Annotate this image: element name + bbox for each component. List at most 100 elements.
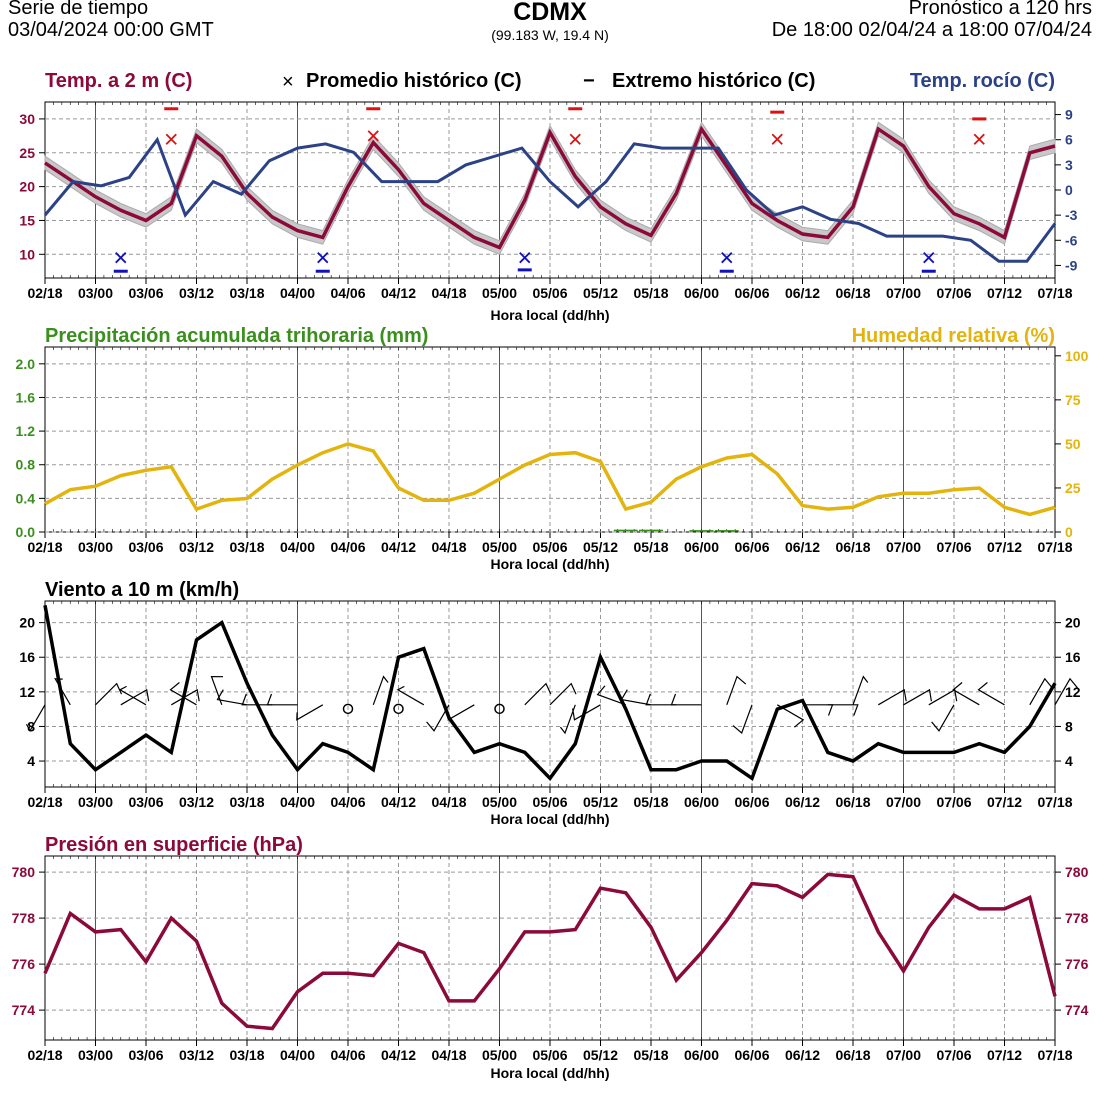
x-tick-label: 07/06 — [936, 285, 971, 301]
x-tick-label: 07/12 — [987, 1047, 1022, 1063]
x-tick-label: 06/06 — [734, 285, 769, 301]
precipitation-title: Precipitación acumulada trihoraria (mm) — [45, 325, 428, 347]
x-tick-label: 06/18 — [835, 794, 870, 810]
x-tick-label: 04/06 — [330, 1047, 365, 1063]
wind-axis-right-tick-label: 4 — [1065, 753, 1073, 769]
x-tick-label: 03/00 — [78, 539, 113, 555]
location-coordinates: (99.183 W, 19.4 N) — [491, 27, 609, 43]
pressure-axis-tick-label: 776 — [12, 956, 36, 972]
x-tick-label: 03/06 — [128, 539, 163, 555]
x-tick-label: 06/06 — [734, 1047, 769, 1063]
pressure-title: Presión en superficie (hPa) — [45, 834, 303, 856]
historical-mean-marker — [317, 252, 329, 264]
humidity-axis-tick-label: 75 — [1065, 392, 1081, 408]
forecast-horizon: Pronóstico a 120 hrs — [908, 0, 1092, 19]
wind-speed-line — [43, 604, 1057, 782]
wind-barb — [447, 704, 475, 721]
wind-barb — [877, 688, 907, 706]
wind-barb — [928, 688, 958, 706]
x-tick-label: 06/12 — [785, 539, 820, 555]
x-tick-label: 07/00 — [886, 1047, 921, 1063]
wind-barb — [396, 685, 425, 706]
pressure-line — [43, 872, 1057, 1031]
x-tick-label: 03/06 — [128, 794, 163, 810]
x-tick-label: 04/00 — [280, 539, 315, 555]
historical-mean-marker — [923, 252, 935, 264]
x-tick-label: 07/00 — [886, 539, 921, 555]
panel-4: 02/18 03/00 03/06 03/12 03/18 04/00 04/06 04/12… — [12, 834, 1089, 1081]
x-tick-label: 04/00 — [280, 1047, 315, 1063]
panel-3: 02/18 03/00 03/06 03/12 03/18 04/00 04/06 04/12… — [19, 579, 1080, 827]
x-tick-label: 06/18 — [835, 285, 870, 301]
x-tick-label: 04/12 — [381, 285, 416, 301]
dewpoint-line — [43, 136, 1057, 263]
precip-axis-tick-label: 1.2 — [16, 423, 36, 439]
panel-2: 02/18 03/00 03/06 03/12 03/18 04/00 04/06 04/12… — [16, 325, 1089, 572]
x-tick-label: 07/06 — [936, 539, 971, 555]
historical-mean-marker — [771, 133, 783, 145]
dewpoint-axis-tick-label: 6 — [1065, 132, 1073, 148]
historical-mean-marker — [569, 133, 581, 145]
x-tick-label: 06/12 — [785, 794, 820, 810]
wind-barb — [559, 704, 576, 735]
historical-mean-marker — [115, 252, 127, 264]
wind-barb — [572, 704, 601, 721]
temperature-title: Temp. a 2 m (C) — [45, 70, 192, 92]
x-tick-label: 07/18 — [1037, 285, 1072, 301]
pressure-axis-right-tick-label: 774 — [1065, 1002, 1089, 1018]
wind-axis-right-tick-label: 12 — [1065, 684, 1081, 700]
wind-barb — [620, 689, 652, 706]
wind-barb — [210, 675, 224, 706]
x-tick-label: 06/00 — [684, 1047, 719, 1063]
wind-barb-calm — [342, 703, 354, 715]
x-tick-label: 03/00 — [78, 285, 113, 301]
precip-axis-tick-label: 0.8 — [16, 457, 36, 473]
precip-axis-tick-label: 0.0 — [16, 524, 36, 540]
x-tick-label: 05/12 — [583, 1047, 618, 1063]
location-title: CDMX — [513, 0, 587, 26]
x-tick-label: 07/12 — [987, 794, 1022, 810]
x-tick-label: 03/06 — [128, 1047, 163, 1063]
x-tick-label: 06/12 — [785, 285, 820, 301]
wind-barb — [25, 704, 46, 733]
legend-mean-symbol: × — [282, 71, 294, 93]
x-tick-label: 05/06 — [532, 794, 567, 810]
x-tick-label: 06/00 — [684, 285, 719, 301]
x-tick-label: 02/18 — [27, 1047, 62, 1063]
wind-barb — [372, 675, 389, 706]
x-tick-label: 06/06 — [734, 539, 769, 555]
x-tick-label: 04/12 — [381, 1047, 416, 1063]
historical-mean-marker — [519, 252, 531, 264]
x-tick-label: 03/00 — [78, 1047, 113, 1063]
forecast-range: De 18:00 02/04/24 a 18:00 07/04/24 — [771, 19, 1092, 41]
wind-barb — [1054, 677, 1078, 706]
wind-barb — [1029, 677, 1053, 706]
humidity-line — [44, 442, 1056, 517]
precip-axis-tick-label: 0.4 — [16, 490, 36, 506]
pressure-axis-tick-label: 778 — [12, 910, 36, 926]
x-tick-label: 03/18 — [229, 539, 264, 555]
x-tick-label: 03/12 — [179, 794, 214, 810]
x-tick-label: 07/06 — [936, 1047, 971, 1063]
wind-barb — [95, 682, 123, 706]
wind-barb — [645, 693, 677, 706]
humidity-title: Humedad relativa (%) — [852, 325, 1055, 347]
historical-mean-marker — [165, 133, 177, 145]
x-tick-label: 04/18 — [431, 1047, 466, 1063]
x-tick-label: 05/00 — [482, 539, 517, 555]
wind-axis-tick-label: 20 — [19, 615, 35, 631]
x-tick-label: 05/12 — [583, 285, 618, 301]
temp-axis-tick-label: 25 — [19, 145, 35, 161]
x-tick-label: 04/18 — [431, 285, 466, 301]
wind-barb — [827, 704, 859, 716]
dewpoint-axis-tick-label: 3 — [1065, 157, 1073, 173]
wind-axis-right-tick-label: 20 — [1065, 615, 1081, 631]
wind-barb-calm — [393, 703, 404, 715]
x-tick-label: 07/00 — [886, 794, 921, 810]
wind-barb — [596, 685, 627, 706]
humidity-axis-tick-label: 50 — [1065, 436, 1081, 452]
x-tick-label: 04/06 — [330, 794, 365, 810]
header-right: Pronóstico a 120 hrs De 18:00 02/04/24 a… — [772, 0, 1092, 41]
header-left: Serie de tiempo 03/04/2024 00:00 GMT — [8, 0, 214, 41]
